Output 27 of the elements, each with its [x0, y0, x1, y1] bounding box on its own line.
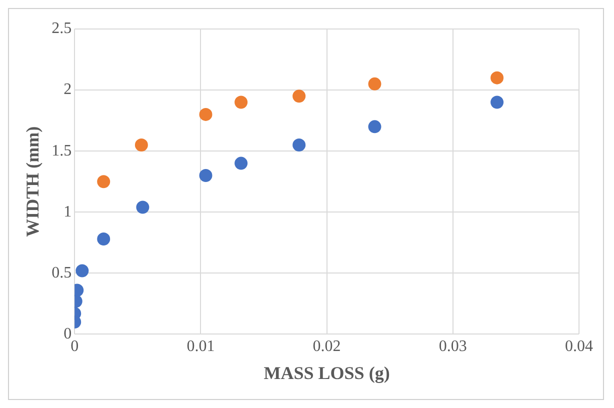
point: [199, 108, 212, 121]
y-tick-label: 1.5: [52, 142, 72, 160]
y-tick-label: 0: [64, 325, 72, 342]
point: [76, 264, 89, 278]
point: [368, 77, 382, 90]
point: [134, 138, 148, 152]
y-tick-label: 2.5: [52, 20, 72, 38]
y-axis-title: WIDTH (mm): [22, 126, 42, 237]
y-tick-label: 1: [64, 203, 72, 220]
point: [490, 96, 504, 109]
point: [97, 232, 110, 246]
point: [368, 120, 382, 134]
point: [292, 138, 306, 152]
x-axis-title: MASS LOSS (g): [264, 362, 390, 383]
x-tick-label: 0.04: [565, 338, 593, 356]
point: [199, 168, 212, 182]
x-tick-label: 0.02: [312, 338, 341, 356]
y-tick-label: 0.5: [52, 264, 72, 282]
point: [292, 90, 306, 103]
y-tick-label: 2: [64, 81, 72, 98]
point: [97, 175, 110, 188]
x-tick-label: 0.03: [438, 338, 467, 356]
x-tick-label: 0.01: [186, 338, 215, 356]
point: [490, 71, 504, 84]
point: [234, 156, 248, 170]
point: [136, 200, 150, 214]
point: [234, 96, 248, 109]
